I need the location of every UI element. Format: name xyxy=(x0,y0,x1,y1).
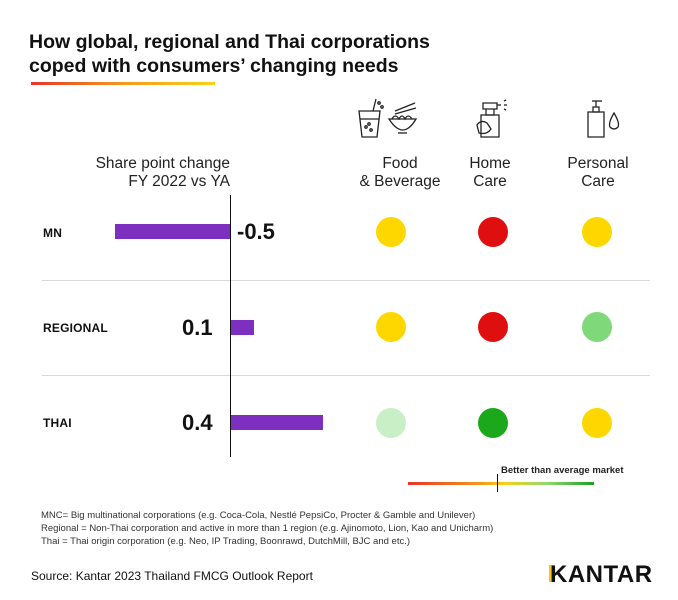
value-label-thai: 0.4 xyxy=(182,410,213,435)
title-line-2: coped with consumers’ changing needs xyxy=(29,55,399,77)
food-beverage-header-line-2: & Beverage xyxy=(359,173,441,190)
rating-dot-regional-food xyxy=(376,312,406,342)
rating-dot-mn-personal xyxy=(582,217,612,247)
share-point-header-line-2: FY 2022 vs YA xyxy=(128,173,230,190)
footnote-thai: Thai = Thai origin corporation (e.g. Neo… xyxy=(41,536,411,547)
home-care-header-line-1: Home xyxy=(469,155,511,172)
footnote-mnc: MNC= Big multinational corporations (e.g… xyxy=(41,510,476,521)
source-text: Source: Kantar 2023 Thailand FMCG Outloo… xyxy=(31,569,313,583)
spray-bottle-icon xyxy=(476,99,507,138)
share-change-bar-regional xyxy=(231,320,254,335)
home-care-header-line-2: Care xyxy=(473,173,507,190)
food-beverage-header: Food & Beverage xyxy=(345,155,455,191)
title-line-1: How global, regional and Thai corporatio… xyxy=(29,31,430,53)
footnote-regional: Regional = Non-Thai corporation and acti… xyxy=(41,523,494,534)
personal-care-header-line-2: Care xyxy=(581,173,615,190)
food-beverage-icon xyxy=(358,98,417,138)
home-care-header: Home Care xyxy=(445,155,535,191)
row-label-regional: REGIONAL xyxy=(43,321,108,335)
value-label-mn: -0.5 xyxy=(237,219,275,244)
rating-dot-thai-personal xyxy=(582,408,612,438)
row-label-thai: THAI xyxy=(43,416,72,430)
average-market-marker xyxy=(497,474,498,492)
title-underline xyxy=(31,82,215,85)
share-change-bar-mn xyxy=(115,224,230,239)
rating-dot-regional-personal xyxy=(582,312,612,342)
row-label-mn: MN xyxy=(43,226,63,240)
rating-dot-thai-home xyxy=(478,408,508,438)
rating-scale-gradient xyxy=(408,482,594,485)
rating-dot-mn-home xyxy=(478,217,508,247)
footnotes: MNC= Big multinational corporations (e.g… xyxy=(41,509,493,548)
rating-dot-thai-food xyxy=(376,408,406,438)
share-point-header-line-1: Share point change xyxy=(95,155,230,172)
zero-axis-line xyxy=(230,195,231,457)
row-separator xyxy=(42,280,650,281)
share-change-bar-thai xyxy=(231,415,323,430)
value-label-regional: 0.1 xyxy=(182,315,213,340)
rating-dot-regional-home xyxy=(478,312,508,342)
legend-label: Better than average market xyxy=(501,465,624,476)
share-point-header: Share point change FY 2022 vs YA xyxy=(40,155,230,191)
logo-accent xyxy=(549,565,554,582)
page-title: How global, regional and Thai corporatio… xyxy=(29,30,549,78)
personal-care-header: Personal Care xyxy=(553,155,643,191)
food-beverage-header-line-1: Food xyxy=(382,155,418,172)
rating-dot-mn-food xyxy=(376,217,406,247)
personal-care-header-line-1: Personal xyxy=(567,155,629,172)
row-separator xyxy=(42,375,650,376)
pump-bottle-drop-icon xyxy=(587,100,620,138)
kantar-logo: KANTAR xyxy=(550,561,653,588)
